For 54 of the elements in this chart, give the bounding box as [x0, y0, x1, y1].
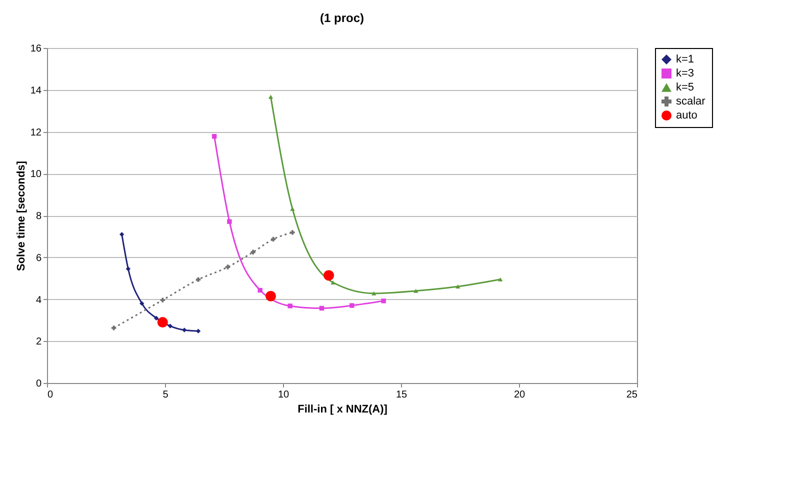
x-tick-label: 5 — [162, 390, 169, 400]
x-tick-label: 15 — [396, 390, 408, 400]
x-axis-title: Fill-in [ x NNZ(A)] — [298, 404, 388, 416]
point — [498, 277, 503, 282]
x-tick-label: 0 — [48, 390, 54, 400]
point — [196, 277, 201, 282]
point — [250, 250, 256, 254]
point — [330, 280, 336, 285]
point — [140, 301, 144, 306]
point — [258, 288, 262, 293]
point — [225, 264, 230, 270]
y-tick-label: 8 — [36, 211, 42, 222]
point — [270, 236, 276, 242]
point — [372, 291, 376, 296]
y-tick-label: 4 — [36, 294, 42, 306]
point — [381, 298, 386, 304]
legend-label: k=5 — [676, 82, 694, 94]
y-tick-label: 0 — [36, 378, 42, 390]
point — [414, 288, 418, 293]
y-axis-title: Solve time [seconds] — [15, 160, 28, 272]
point — [288, 304, 292, 308]
legend-label: k=3 — [676, 68, 694, 80]
point — [168, 324, 173, 328]
point — [196, 328, 201, 334]
point — [324, 270, 334, 281]
point — [319, 306, 324, 311]
legend-label: scalar — [676, 96, 706, 108]
point — [456, 284, 460, 289]
point — [160, 298, 165, 302]
point — [126, 266, 131, 272]
point — [154, 316, 159, 320]
legend-label: k=1 — [676, 54, 694, 66]
x-tick-label: 20 — [514, 390, 526, 400]
point — [212, 134, 217, 139]
legend-label: auto — [676, 110, 698, 122]
y-tick-label: 2 — [36, 336, 42, 348]
x-tick-label: 10 — [278, 390, 290, 400]
point — [268, 94, 274, 99]
y-tick-label: 10 — [30, 169, 42, 180]
chart-title: (1 proc) — [320, 11, 364, 25]
y-tick-label: 6 — [36, 252, 42, 264]
point — [350, 303, 354, 308]
y-tick-label: 12 — [30, 127, 42, 138]
point — [290, 230, 295, 235]
point — [182, 328, 187, 332]
point — [119, 232, 124, 237]
y-tick-label: 16 — [30, 44, 42, 54]
x-tick-label: 25 — [626, 390, 638, 400]
point — [265, 290, 276, 302]
point — [227, 219, 232, 224]
y-tick-label: 14 — [30, 85, 42, 96]
point — [157, 317, 168, 328]
point — [111, 326, 116, 330]
point — [290, 206, 295, 211]
